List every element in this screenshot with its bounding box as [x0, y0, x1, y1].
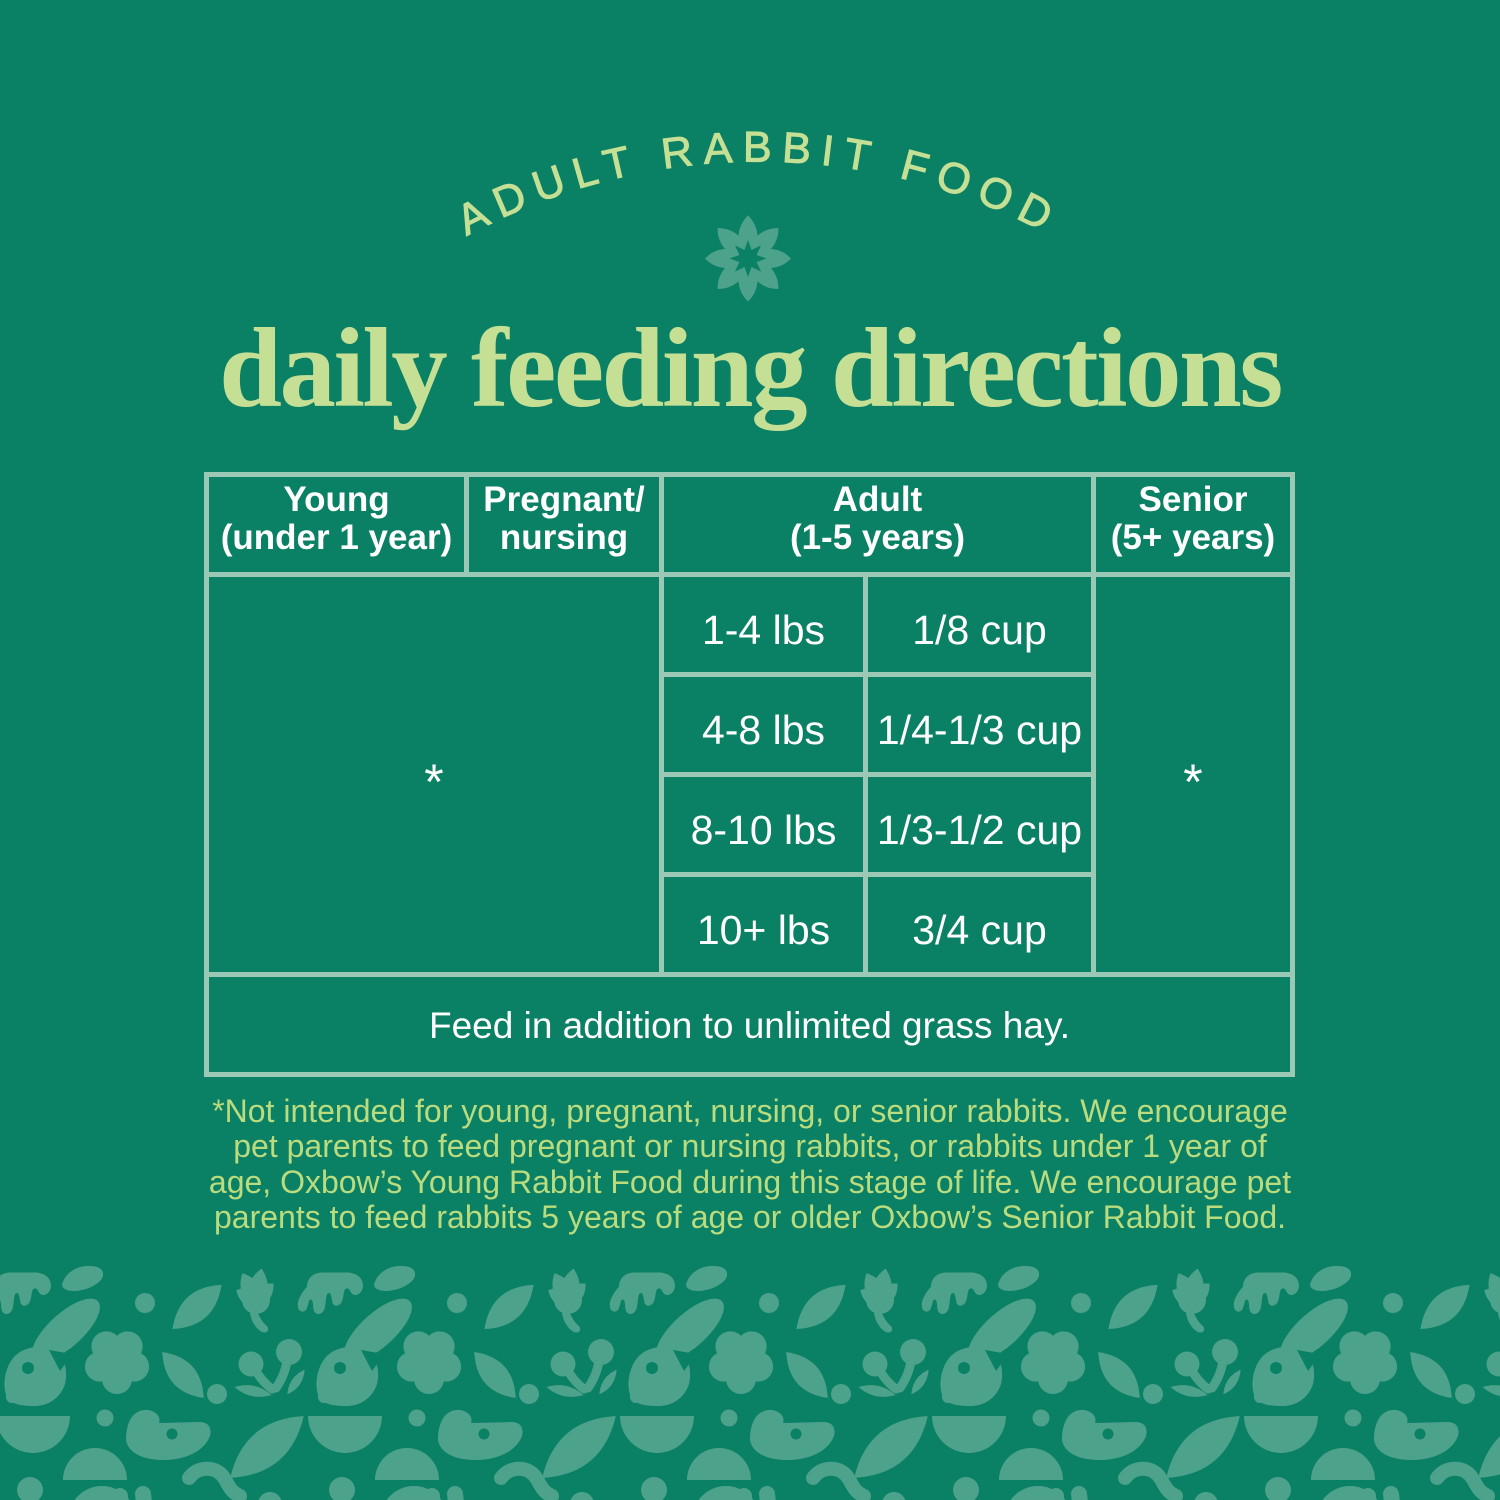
- svg-text:ADULT RABBIT FOOD: ADULT RABBIT FOOD: [449, 124, 1068, 245]
